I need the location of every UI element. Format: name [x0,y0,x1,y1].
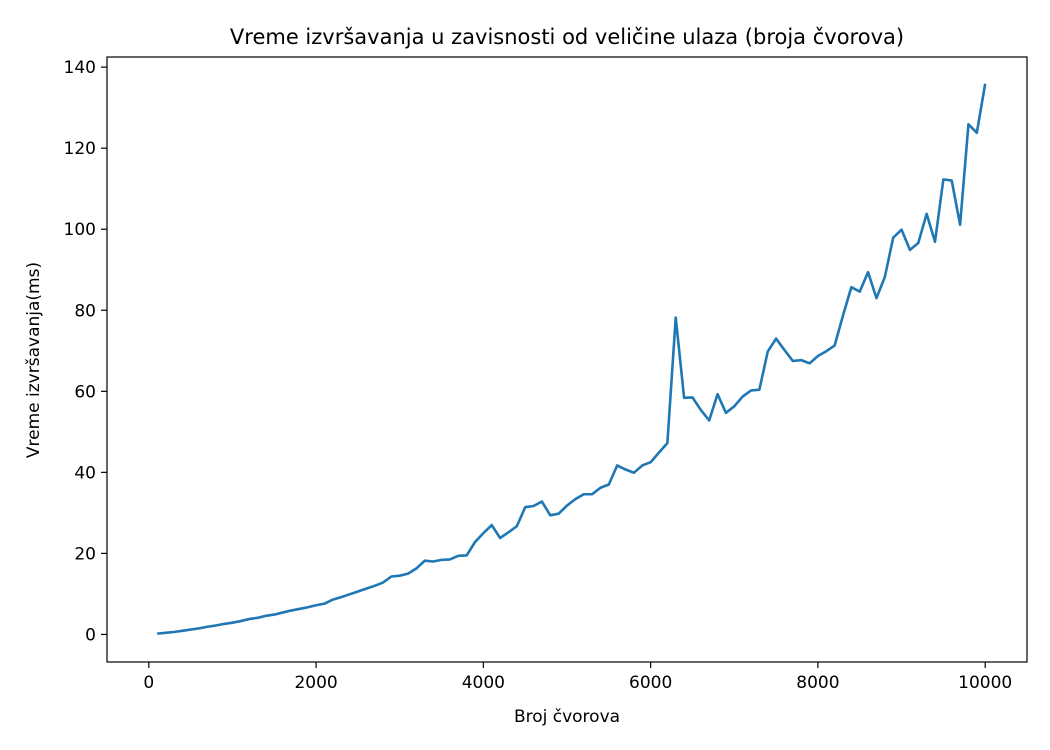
y-tick-label: 80 [74,301,96,321]
axis-ticks: 0 2000 4000 6000 8000 10000 0 20 40 60 80 100 120 140 [64,58,1013,693]
y-tick-label: 20 [74,544,96,564]
x-tick-label: 6000 [629,673,672,693]
x-tick-label: 4000 [462,673,505,693]
y-tick-label: 40 [74,463,96,483]
x-tick-label: 8000 [796,673,839,693]
series-line [157,83,987,635]
plot-frame [106,56,1028,663]
x-tick-label: 10000 [958,673,1012,693]
y-tick-label: 0 [85,625,96,645]
y-tick-label: 60 [74,382,96,402]
y-tick-label: 140 [64,58,96,78]
x-tick-label: 2000 [294,673,337,693]
y-tick-label: 120 [64,139,96,159]
x-axis-label: Broj čvorova [514,707,620,727]
y-tick-label: 100 [64,220,96,240]
x-tick-label: 0 [143,673,154,693]
plot-area [157,83,987,635]
y-axis-label: Vreme izvršavanja(ms) [24,262,44,458]
chart-title: Vreme izvršavanja u zavisnosti od veliči… [230,25,904,49]
